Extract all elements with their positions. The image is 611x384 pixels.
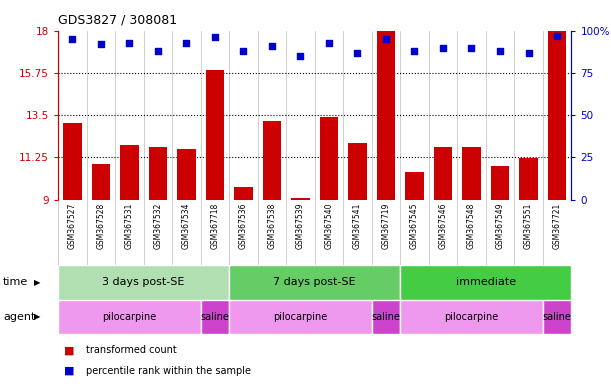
Text: ■: ■ bbox=[64, 345, 75, 355]
Text: 3 days post-SE: 3 days post-SE bbox=[103, 277, 185, 287]
Text: GDS3827 / 308081: GDS3827 / 308081 bbox=[58, 14, 177, 27]
Text: GSM367718: GSM367718 bbox=[210, 203, 219, 249]
Text: GSM367551: GSM367551 bbox=[524, 203, 533, 249]
Text: GSM367539: GSM367539 bbox=[296, 203, 305, 250]
Text: GSM367531: GSM367531 bbox=[125, 203, 134, 249]
Text: time: time bbox=[3, 277, 28, 287]
Text: 7 days post-SE: 7 days post-SE bbox=[273, 277, 356, 287]
Text: GSM367541: GSM367541 bbox=[353, 203, 362, 249]
Point bbox=[296, 53, 306, 59]
Text: pilocarpine: pilocarpine bbox=[102, 312, 156, 322]
Text: GSM367549: GSM367549 bbox=[496, 203, 505, 250]
Bar bbox=[120, 145, 139, 200]
Point bbox=[125, 40, 134, 46]
Point bbox=[210, 35, 220, 41]
Text: GSM367534: GSM367534 bbox=[182, 203, 191, 250]
Point bbox=[409, 48, 419, 54]
Bar bbox=[519, 158, 538, 200]
Point bbox=[524, 50, 533, 56]
Text: agent: agent bbox=[3, 312, 35, 322]
Bar bbox=[200, 300, 229, 334]
Bar bbox=[400, 300, 543, 334]
Bar bbox=[148, 147, 167, 200]
Text: pilocarpine: pilocarpine bbox=[273, 312, 327, 322]
Bar bbox=[92, 164, 110, 200]
Text: pilocarpine: pilocarpine bbox=[444, 312, 499, 322]
Text: GSM367719: GSM367719 bbox=[381, 203, 390, 249]
Point bbox=[495, 48, 505, 54]
Point bbox=[181, 40, 191, 46]
Text: GSM367527: GSM367527 bbox=[68, 203, 77, 249]
Text: ■: ■ bbox=[64, 366, 75, 376]
Text: GSM367538: GSM367538 bbox=[268, 203, 276, 249]
Bar bbox=[206, 70, 224, 200]
Bar bbox=[291, 198, 310, 200]
Bar bbox=[234, 187, 253, 200]
Bar bbox=[434, 147, 452, 200]
Bar bbox=[371, 300, 400, 334]
Text: GSM367540: GSM367540 bbox=[324, 203, 334, 250]
Text: GSM367536: GSM367536 bbox=[239, 203, 248, 250]
Text: saline: saline bbox=[200, 312, 229, 322]
Text: ▶: ▶ bbox=[34, 278, 40, 287]
Text: immediate: immediate bbox=[456, 277, 516, 287]
Text: saline: saline bbox=[543, 312, 571, 322]
Text: saline: saline bbox=[371, 312, 400, 322]
Bar bbox=[348, 143, 367, 200]
Text: GSM367546: GSM367546 bbox=[439, 203, 447, 250]
Text: GSM367532: GSM367532 bbox=[153, 203, 163, 249]
Bar bbox=[400, 265, 571, 300]
Point bbox=[238, 48, 248, 54]
Bar bbox=[229, 265, 400, 300]
Bar bbox=[263, 121, 281, 200]
Point bbox=[467, 45, 477, 51]
Bar bbox=[491, 166, 510, 200]
Text: GSM367528: GSM367528 bbox=[97, 203, 105, 249]
Text: GSM367548: GSM367548 bbox=[467, 203, 476, 249]
Point bbox=[438, 45, 448, 51]
Point bbox=[381, 36, 391, 42]
Text: GSM367721: GSM367721 bbox=[552, 203, 562, 249]
Point bbox=[67, 36, 77, 42]
Bar bbox=[58, 300, 200, 334]
Bar bbox=[177, 149, 196, 200]
Point bbox=[96, 41, 106, 47]
Bar bbox=[463, 147, 481, 200]
Point bbox=[324, 40, 334, 46]
Bar bbox=[229, 300, 371, 334]
Text: transformed count: transformed count bbox=[86, 345, 177, 355]
Text: percentile rank within the sample: percentile rank within the sample bbox=[86, 366, 251, 376]
Bar bbox=[58, 265, 229, 300]
Point bbox=[353, 50, 362, 56]
Bar bbox=[377, 31, 395, 200]
Point bbox=[267, 43, 277, 49]
Bar bbox=[548, 31, 566, 200]
Bar bbox=[63, 123, 82, 200]
Bar bbox=[320, 117, 338, 200]
Text: GSM367545: GSM367545 bbox=[410, 203, 419, 250]
Bar bbox=[543, 300, 571, 334]
Point bbox=[153, 48, 163, 54]
Text: ▶: ▶ bbox=[34, 312, 40, 321]
Point bbox=[552, 33, 562, 39]
Bar bbox=[405, 172, 424, 200]
